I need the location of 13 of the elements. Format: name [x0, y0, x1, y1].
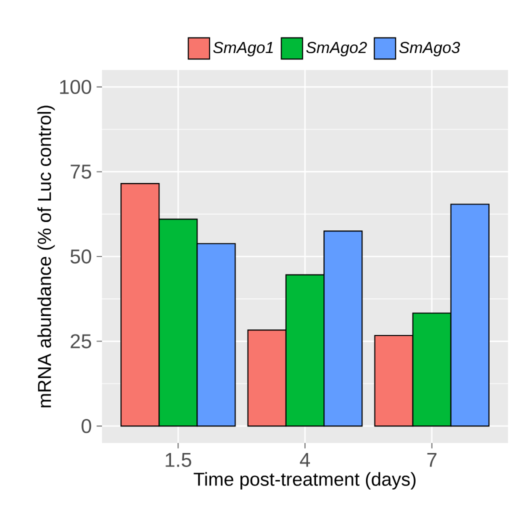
x-axis-title: Time post-treatment (days) [194, 472, 416, 490]
legend-label: SmAgo2 [306, 42, 367, 56]
y-tick-label: 100 [60, 80, 92, 94]
legend-label: SmAgo3 [399, 42, 460, 56]
x-tick-label: 4 [300, 453, 310, 467]
y-tick-label: 50 [70, 249, 92, 264]
x-tick-label: 7 [427, 453, 436, 467]
y-tick-label: 0 [82, 418, 92, 434]
y-tick-label: 75 [70, 164, 92, 179]
x-tick-label: 1.5 [166, 453, 192, 467]
y-tick-label: 25 [70, 334, 92, 348]
y-axis-title: mRNA abundance (% of Luc control) [37, 106, 55, 408]
legend-label: SmAgo1 [213, 42, 273, 56]
